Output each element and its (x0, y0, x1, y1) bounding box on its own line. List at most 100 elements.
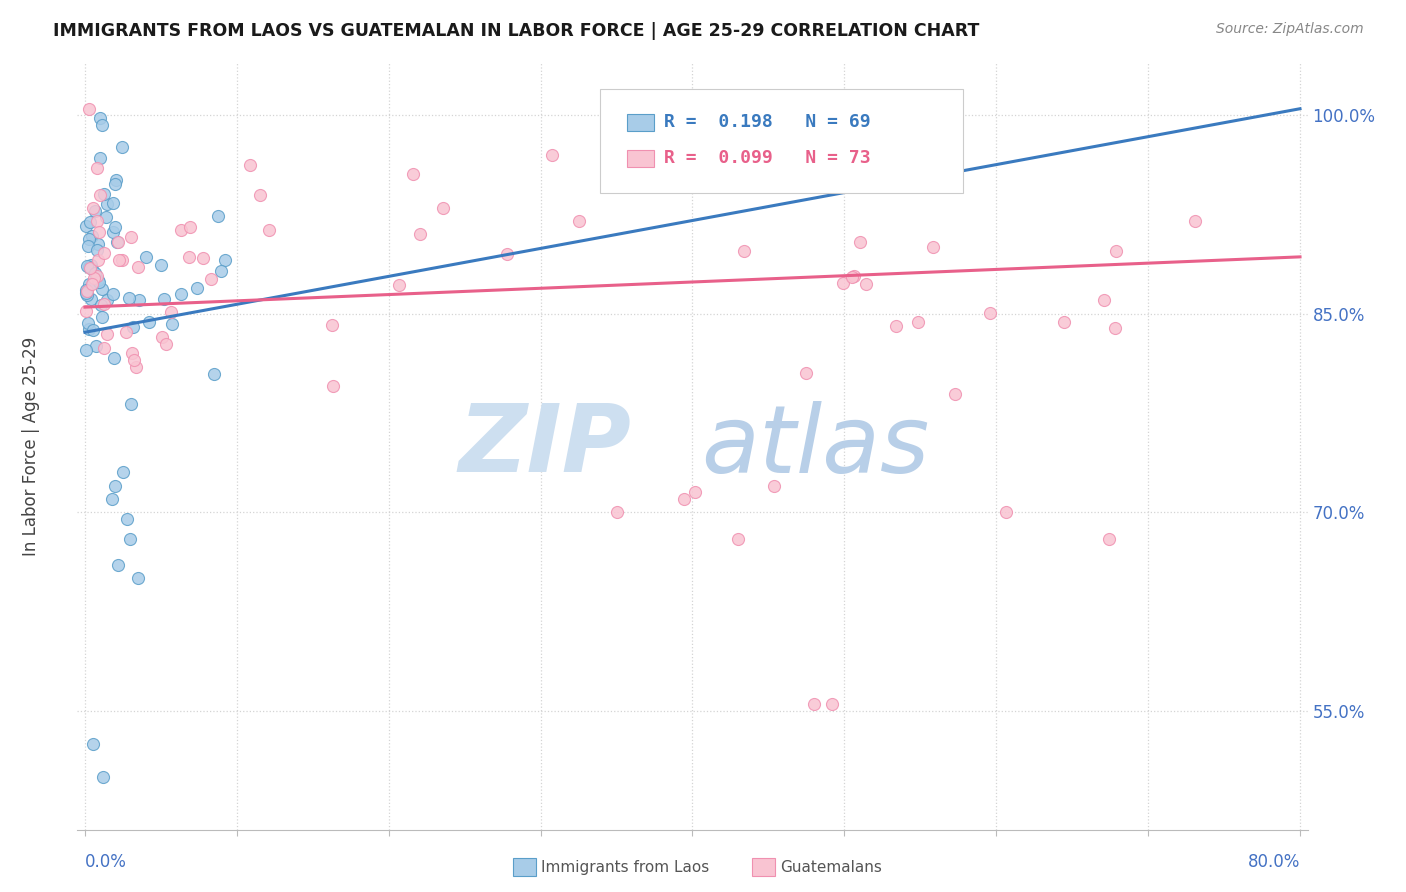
Point (169, 223, 191, 237)
Point (1184, 214, 1206, 228)
Point (86, 253, 108, 268)
Point (540, 148, 562, 162)
Point (754, 161, 776, 176)
Text: atlas: atlas (702, 401, 929, 491)
Point (111, 140, 134, 154)
Point (179, 220, 201, 235)
Point (979, 306, 1001, 320)
Point (120, 396, 142, 410)
Point (794, 366, 817, 380)
Text: Source: ZipAtlas.com: Source: ZipAtlas.com (1216, 22, 1364, 37)
Point (80, 261, 103, 276)
Text: ZIP: ZIP (458, 400, 631, 492)
Point (1098, 532, 1121, 546)
Text: R =  0.198   N = 69: R = 0.198 N = 69 (664, 113, 870, 131)
Point (104, 478, 127, 492)
Point (409, 227, 432, 242)
Point (186, 281, 208, 295)
Point (122, 353, 145, 368)
Point (87, 273, 110, 287)
Point (101, 491, 124, 506)
Point (79, 102, 101, 116)
Point (91, 310, 114, 325)
Point (907, 315, 929, 329)
Point (111, 466, 134, 480)
Point (75, 304, 97, 318)
Bar (752, 858, 775, 876)
Point (93, 186, 115, 201)
Point (821, 697, 844, 711)
Point (432, 201, 454, 215)
Point (107, 558, 129, 572)
Point (155, 337, 177, 351)
Point (322, 379, 344, 393)
Point (91, 118, 114, 132)
Point (96, 326, 118, 341)
FancyBboxPatch shape (600, 89, 963, 193)
Point (921, 240, 943, 254)
Point (994, 505, 1017, 519)
Point (80, 228, 103, 243)
Point (727, 532, 749, 546)
Point (120, 532, 142, 546)
Point (841, 270, 863, 285)
Point (207, 209, 229, 223)
Point (77, 322, 100, 336)
Point (1105, 244, 1128, 258)
Point (170, 287, 193, 301)
Point (86, 243, 108, 257)
Point (86, 214, 108, 228)
Point (107, 235, 129, 249)
Point (79, 215, 101, 229)
Point (402, 167, 425, 181)
Point (86, 268, 108, 283)
Point (104, 177, 127, 191)
Point (90, 282, 112, 296)
Point (82, 737, 104, 751)
Point (200, 272, 222, 286)
Point (1092, 293, 1115, 307)
Point (89, 111, 111, 125)
Point (763, 478, 786, 492)
Point (832, 276, 855, 290)
Point (86, 161, 108, 176)
Point (75, 219, 97, 233)
Point (76, 288, 98, 302)
Point (605, 505, 627, 519)
Point (87, 275, 110, 289)
Point (388, 277, 411, 292)
Point (93, 245, 115, 260)
Point (93, 341, 115, 355)
Point (77, 239, 100, 253)
Point (90, 298, 112, 312)
Point (117, 512, 139, 526)
Point (80, 292, 103, 306)
Point (249, 187, 271, 202)
Point (191, 251, 214, 265)
Point (84, 204, 107, 219)
Point (149, 258, 172, 272)
Point (75, 285, 97, 300)
Point (101, 287, 124, 301)
Point (673, 491, 696, 506)
Point (89, 187, 111, 202)
Text: Guatemalans: Guatemalans (780, 860, 882, 874)
Text: Immigrants from Laos: Immigrants from Laos (541, 860, 710, 874)
Text: In Labor Force | Age 25-29: In Labor Force | Age 25-29 (22, 336, 39, 556)
Point (150, 330, 173, 344)
Point (135, 251, 157, 265)
Point (127, 571, 149, 585)
Point (122, 319, 145, 334)
Point (159, 305, 181, 319)
Point (77, 277, 100, 292)
Point (101, 226, 124, 240)
Point (82, 277, 104, 291)
Point (89, 151, 111, 165)
Point (82, 323, 104, 337)
Point (96, 293, 118, 307)
Point (79, 261, 101, 276)
Point (128, 293, 150, 308)
Point (202, 368, 225, 382)
Point (82, 201, 104, 215)
Text: 80.0%: 80.0% (1247, 854, 1301, 871)
